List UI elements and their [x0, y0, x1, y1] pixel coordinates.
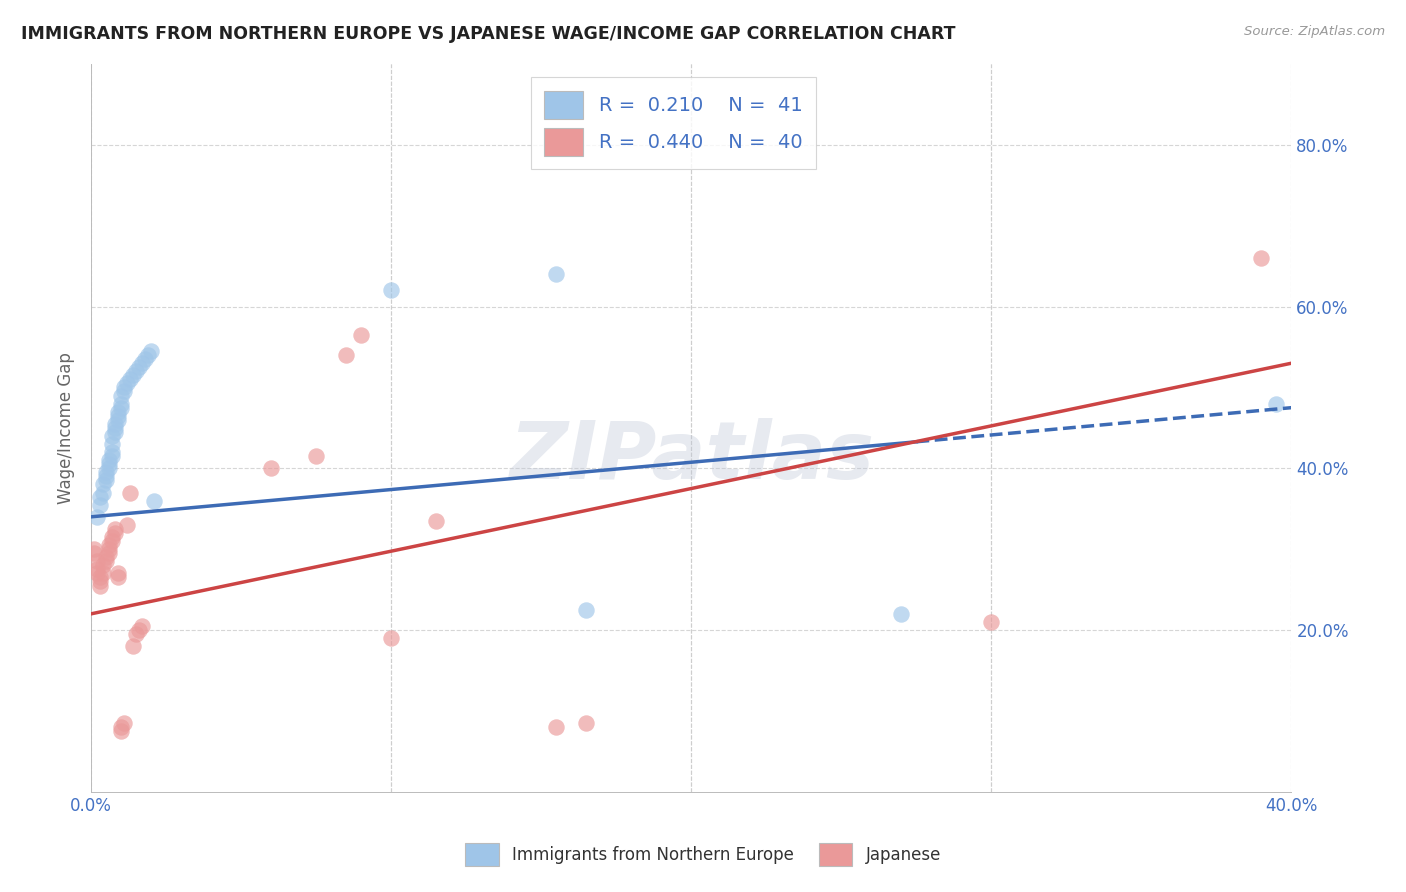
Point: [96, 469, 118, 483]
Legend: R =  0.210    N =  41, R =  0.440    N =  40: R = 0.210 N = 41, R = 0.440 N = 40: [530, 78, 815, 169]
Point: [101, 530, 124, 544]
Point: [104, 417, 127, 431]
Point: [98, 546, 121, 560]
Point: [96, 550, 118, 565]
Point: [1250, 251, 1272, 265]
Point: [101, 437, 124, 451]
Point: [112, 716, 135, 731]
Text: Source: ZipAtlas.com: Source: ZipAtlas.com: [1244, 25, 1385, 38]
Point: [89, 490, 111, 504]
Point: [98, 461, 121, 475]
Point: [96, 554, 118, 568]
Point: [141, 344, 163, 359]
Text: ZIPatlas: ZIPatlas: [509, 418, 873, 496]
Point: [546, 720, 568, 734]
Point: [107, 409, 129, 423]
Point: [98, 453, 121, 467]
Point: [89, 498, 111, 512]
Point: [131, 356, 153, 370]
Point: [134, 352, 156, 367]
Point: [350, 327, 373, 342]
Point: [110, 720, 132, 734]
Point: [101, 445, 124, 459]
Point: [980, 615, 1002, 629]
Point: [104, 526, 127, 541]
Point: [890, 607, 912, 621]
Y-axis label: Wage/Income Gap: Wage/Income Gap: [58, 352, 75, 504]
Point: [1265, 396, 1288, 410]
Point: [143, 493, 166, 508]
Point: [107, 405, 129, 419]
Point: [101, 534, 124, 549]
Point: [110, 401, 132, 415]
Point: [91, 477, 114, 491]
Point: [110, 724, 132, 739]
Point: [112, 380, 135, 394]
Point: [125, 364, 148, 378]
Point: [575, 603, 598, 617]
Point: [101, 449, 124, 463]
Point: [89, 578, 111, 592]
Point: [83, 546, 105, 560]
Point: [96, 474, 118, 488]
Point: [89, 574, 111, 589]
Point: [131, 619, 153, 633]
Point: [120, 485, 142, 500]
Point: [91, 566, 114, 581]
Point: [380, 631, 402, 645]
Point: [107, 566, 129, 581]
Point: [575, 716, 598, 731]
Point: [115, 376, 138, 391]
Point: [110, 388, 132, 402]
Point: [120, 372, 142, 386]
Point: [91, 558, 114, 573]
Point: [115, 517, 138, 532]
Point: [305, 449, 328, 463]
Legend: Immigrants from Northern Europe, Japanese: Immigrants from Northern Europe, Japanes…: [458, 836, 948, 873]
Point: [122, 639, 145, 653]
Point: [104, 425, 127, 439]
Point: [125, 627, 148, 641]
Point: [425, 514, 447, 528]
Point: [335, 348, 357, 362]
Point: [260, 461, 283, 475]
Point: [98, 538, 121, 552]
Point: [86, 562, 108, 576]
Text: IMMIGRANTS FROM NORTHERN EUROPE VS JAPANESE WAGE/INCOME GAP CORRELATION CHART: IMMIGRANTS FROM NORTHERN EUROPE VS JAPAN…: [21, 25, 956, 43]
Point: [86, 554, 108, 568]
Point: [380, 284, 402, 298]
Point: [110, 396, 132, 410]
Point: [112, 384, 135, 399]
Point: [96, 466, 118, 480]
Point: [98, 542, 121, 557]
Point: [89, 570, 111, 584]
Point: [136, 348, 159, 362]
Point: [83, 542, 105, 557]
Point: [104, 421, 127, 435]
Point: [107, 413, 129, 427]
Point: [86, 566, 108, 581]
Point: [107, 570, 129, 584]
Point: [91, 485, 114, 500]
Point: [101, 429, 124, 443]
Point: [546, 267, 568, 281]
Point: [104, 522, 127, 536]
Point: [122, 368, 145, 383]
Point: [98, 457, 121, 471]
Point: [128, 623, 150, 637]
Point: [86, 509, 108, 524]
Point: [128, 360, 150, 375]
